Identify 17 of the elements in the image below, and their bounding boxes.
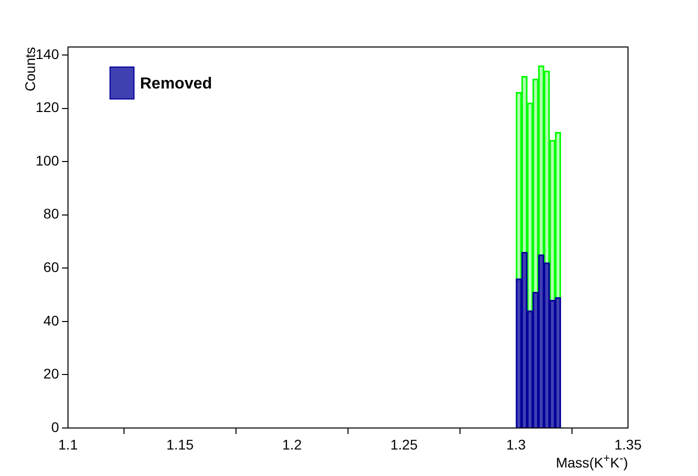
y-tick-label: 100 [36,152,60,168]
y-tick-label: 20 [43,366,60,382]
y-tick-label: 40 [43,312,60,328]
x-tick-label: 1.1 [58,436,78,452]
y-axis-title: Counts [22,47,38,92]
legend-label: Removed [140,75,212,92]
y-tick-label: 140 [36,46,60,62]
y-tick-label: 80 [43,206,60,222]
y-tick-label: 0 [51,418,60,435]
y-tick-label: 60 [43,259,60,275]
x-tick-label: 1.35 [614,436,642,452]
x-tick-label: 1.25 [390,436,418,452]
y-tick-label: 120 [36,99,60,116]
x-tick-label: 1.2 [282,436,302,452]
x-tick-label: 1.15 [166,436,194,452]
x-tick-label: 1.3 [506,436,526,452]
x-axis-title: Mass(K$^{+}$K$^{-}$) [556,452,628,471]
